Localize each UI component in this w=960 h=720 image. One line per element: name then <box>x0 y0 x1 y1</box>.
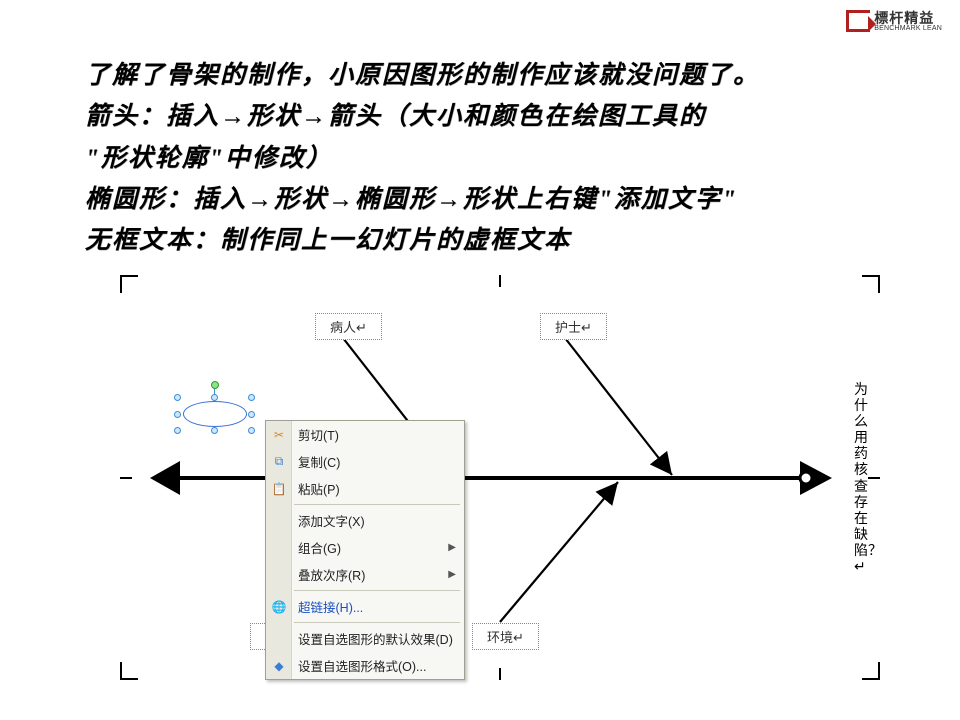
menu-item-icon: 📋 <box>271 481 287 497</box>
context-menu-item[interactable]: 设置自选图形的默认效果(D) <box>266 625 464 652</box>
category-box-environment[interactable]: 环境↵ <box>472 623 539 650</box>
resize-handle-icon[interactable] <box>248 394 255 401</box>
context-menu-separator <box>294 504 460 505</box>
logo-en: BENCHMARK LEAN <box>874 25 942 32</box>
menu-item-icon: ✂ <box>271 427 287 443</box>
instruction-block: 了解了骨架的制作，小原因图形的制作应该就没问题了。 箭头：插入→形状→箭头（大小… <box>85 55 895 261</box>
context-menu[interactable]: ✂ 剪切(T) ⧉ 复制(C) 📋 粘贴(P) 添加文字(X) 组合(G) ▶ 叠放次序(R) ▶ 🌐… <box>265 420 465 680</box>
menu-item-icon: ⧉ <box>271 454 287 470</box>
logo-cn: 標杆精益 <box>874 11 942 25</box>
brand-logo: 標杆精益 BENCHMARK LEAN <box>846 10 942 32</box>
menu-item-label: 设置自选图形的默认效果(D) <box>298 629 453 648</box>
menu-item-label: 添加文字(X) <box>298 511 365 530</box>
menu-item-icon: ◆ <box>271 658 287 674</box>
context-menu-item[interactable]: 📋 粘贴(P) <box>266 475 464 502</box>
instruction-line: 箭头：插入→形状→箭头（大小和颜色在绘图工具的 <box>85 96 895 137</box>
menu-item-label: 剪切(T) <box>298 425 339 444</box>
instruction-line: 无框文本：制作同上一幻灯片的虚框文本 <box>85 220 895 261</box>
menu-item-label: 超链接(H)... <box>298 597 363 616</box>
menu-item-label: 粘贴(P) <box>298 479 340 498</box>
context-menu-item[interactable]: ✂ 剪切(T) <box>266 421 464 448</box>
resize-handle-icon[interactable] <box>174 411 181 418</box>
fishbone-diagram <box>120 275 880 680</box>
logo-mark-icon <box>846 10 870 32</box>
fishbone-head-label: 为什么用药核查存在缺陷？↵ <box>854 381 872 574</box>
resize-handle-icon[interactable] <box>211 394 218 401</box>
context-menu-item[interactable]: 叠放次序(R) ▶ <box>266 561 464 588</box>
context-menu-separator <box>294 590 460 591</box>
instruction-line: 了解了骨架的制作，小原因图形的制作应该就没问题了。 <box>85 55 895 96</box>
slide-canvas[interactable]: 病人↵ 护士↵ 方法↵ 环境↵ 为什么用药核查存在缺陷？↵ ✂剪切(T)⧉复制(… <box>120 275 880 680</box>
submenu-arrow-icon: ▶ <box>448 542 456 553</box>
context-menu-separator <box>294 622 460 623</box>
menu-item-label: 设置自选图形格式(O)... <box>298 656 426 675</box>
resize-handle-icon[interactable] <box>248 427 255 434</box>
context-menu-item[interactable]: ⧉ 复制(C) <box>266 448 464 475</box>
menu-item-label: 叠放次序(R) <box>298 565 365 584</box>
menu-item-label: 复制(C) <box>298 452 340 471</box>
selected-ellipse-shape[interactable] <box>175 395 255 433</box>
context-menu-item[interactable]: 组合(G) ▶ <box>266 534 464 561</box>
rotation-handle-icon[interactable] <box>211 381 219 389</box>
resize-handle-icon[interactable] <box>248 411 255 418</box>
instruction-line: "形状轮廓"中修改） <box>85 138 895 179</box>
category-box-patient[interactable]: 病人↵ <box>315 313 382 340</box>
submenu-arrow-icon: ▶ <box>448 569 456 580</box>
context-menu-item[interactable]: 🌐 超链接(H)... <box>266 593 464 620</box>
menu-item-label: 组合(G) <box>298 538 341 557</box>
instruction-line: 椭圆形：插入→形状→椭圆形→形状上右键"添加文字" <box>85 179 895 220</box>
category-box-nurse[interactable]: 护士↵ <box>540 313 607 340</box>
context-menu-item[interactable]: ◆ 设置自选图形格式(O)... <box>266 652 464 679</box>
resize-handle-icon[interactable] <box>174 394 181 401</box>
context-menu-item[interactable]: 添加文字(X) <box>266 507 464 534</box>
resize-handle-icon[interactable] <box>174 427 181 434</box>
resize-handle-icon[interactable] <box>211 427 218 434</box>
menu-item-icon: 🌐 <box>271 599 287 615</box>
